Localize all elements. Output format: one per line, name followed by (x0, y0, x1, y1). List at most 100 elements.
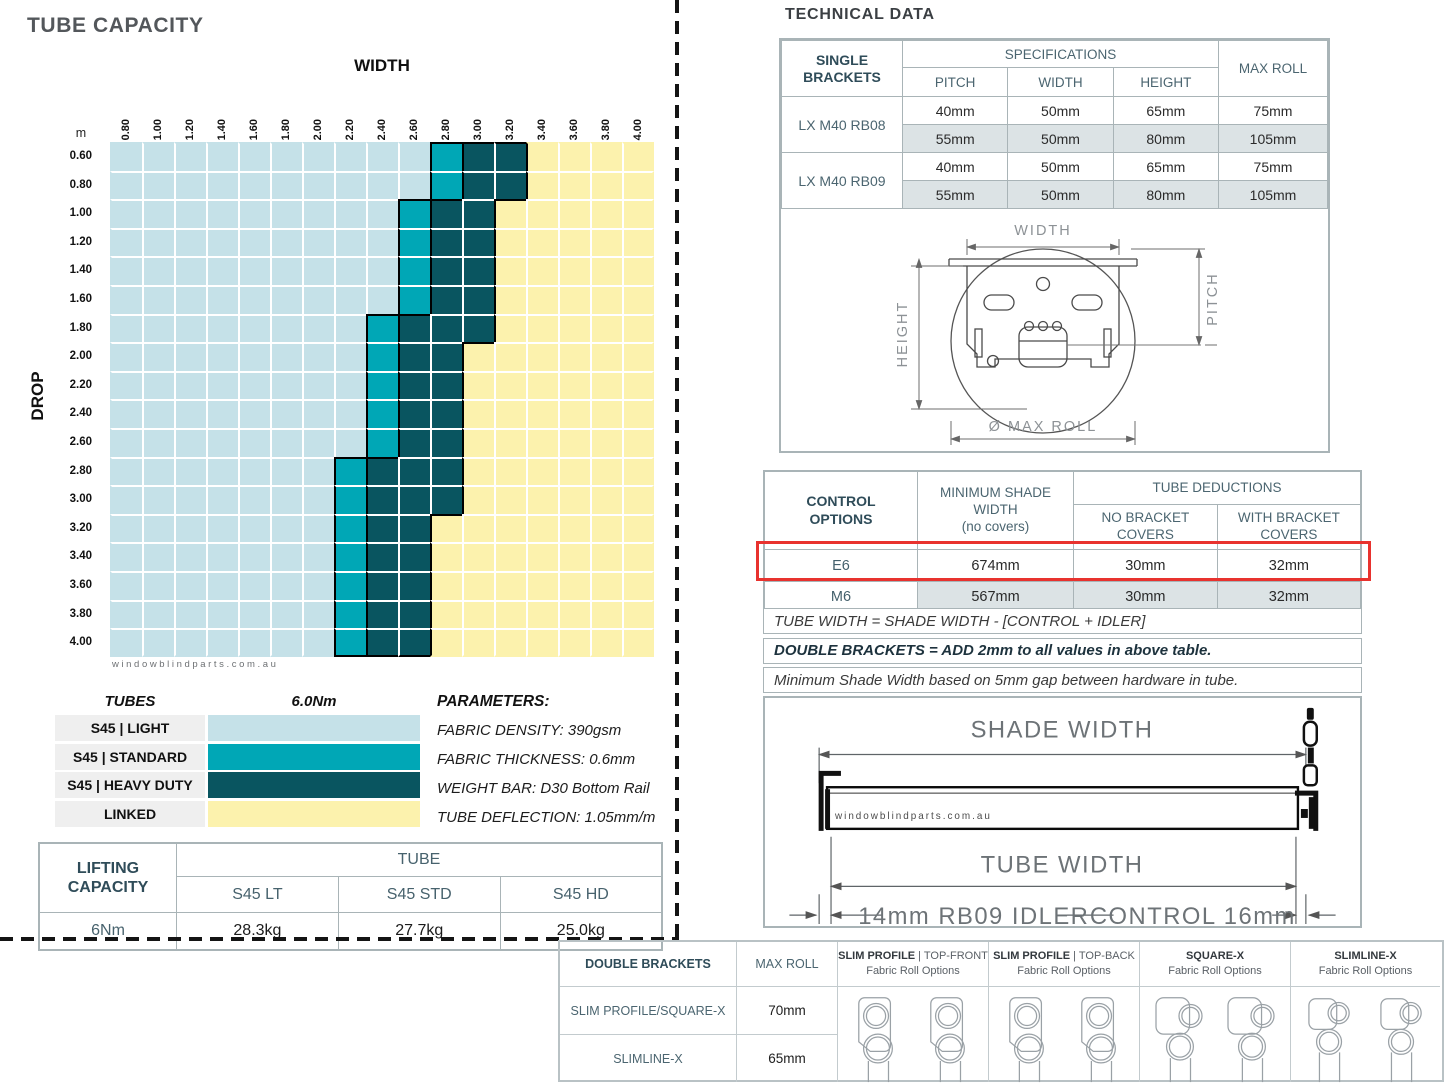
lifting-capacity-table: LIFTING CAPACITY TUBE S45 LT S45 STD S45 … (38, 842, 663, 951)
capacity-cell (558, 284, 590, 314)
capacity-cell (430, 599, 462, 629)
capacity-cell (590, 542, 622, 571)
capacity-cell (334, 456, 366, 486)
legend-item: S45 | HEAVY DUTY (55, 772, 420, 799)
capacity-cell (622, 628, 654, 657)
capacity-cell (302, 142, 334, 171)
double-brackets-header: DOUBLE BRACKETS (560, 942, 737, 987)
capacity-cell (334, 313, 366, 343)
capacity-cell (462, 342, 494, 371)
capacity-cell (110, 284, 142, 314)
capacity-cell (110, 542, 142, 571)
capacity-cell (398, 427, 430, 457)
capacity-cell (206, 485, 238, 514)
capacity-cell (558, 342, 590, 371)
control-value-cell: 567mm (917, 581, 1074, 613)
capacity-cell (174, 456, 206, 486)
y-tick-label: 1.00 (69, 207, 92, 220)
specifications-header: SPECIFICATIONS (902, 40, 1219, 68)
capacity-cell (494, 542, 526, 571)
lifting-capacity-header: LIFTING CAPACITY (38, 842, 177, 913)
control-option-label: M6 (763, 581, 918, 613)
capacity-cell (366, 456, 398, 486)
capacity-cell (430, 570, 462, 600)
capacity-cell (238, 628, 270, 657)
capacity-cell (494, 485, 526, 514)
capacity-cell (174, 342, 206, 371)
capacity-cell (622, 513, 654, 543)
capacity-cell (174, 142, 206, 171)
e6-row-highlight-box (756, 541, 1371, 581)
x-tick-label: 3.40 (536, 118, 548, 140)
capacity-cell (398, 342, 430, 371)
capacity-cell (334, 628, 366, 657)
capacity-cell (174, 513, 206, 543)
y-tick-label: 0.80 (69, 178, 92, 191)
capacity-cell (110, 256, 142, 285)
capacity-cell (398, 284, 430, 314)
capacity-cell (526, 170, 558, 200)
y-tick-label: 1.40 (69, 264, 92, 277)
capacity-cell (302, 370, 334, 400)
capacity-cell (526, 456, 558, 486)
capacity-cell (366, 227, 398, 257)
y-tick-label: 3.20 (69, 521, 92, 534)
shade-width-section: SHADE WIDTH windowblindparts.com.au (763, 696, 1362, 930)
capacity-cell (462, 313, 494, 343)
parameter-line: TUBE DEFLECTION: 1.05mm/m (437, 809, 656, 826)
capacity-cell (270, 542, 302, 571)
bracket-model-label: LX M40 RB09 (781, 152, 903, 209)
y-tick-label: 2.60 (69, 435, 92, 448)
capacity-cell (398, 456, 430, 486)
capacity-cell (238, 256, 270, 285)
lifting-value-s45-std: 27.7kg (337, 912, 501, 951)
capacity-cell (366, 399, 398, 428)
legend-rows: S45 | LIGHT S45 | STANDARD S45 | HEAVY DUT… (55, 715, 420, 829)
capacity-cell (302, 542, 334, 571)
capacity-cell (494, 628, 526, 657)
spec-value-cell: 65mm (1112, 152, 1220, 181)
capacity-cell (302, 456, 334, 486)
capacity-cell (590, 199, 622, 228)
capacity-cell (526, 142, 558, 171)
spec-value-cell: 40mm (901, 152, 1009, 181)
capacity-cell (270, 170, 302, 200)
diagram-height-label: HEIGHT (895, 301, 911, 368)
capacity-cell (558, 227, 590, 257)
bracket-profile-illustration (930, 996, 965, 1082)
capacity-cell (110, 427, 142, 457)
capacity-cell (622, 456, 654, 486)
capacity-cell (622, 485, 654, 514)
capacity-cell (238, 370, 270, 400)
parameter-line: FABRIC THICKNESS: 0.6mm (437, 751, 636, 768)
capacity-cell (622, 199, 654, 228)
x-tick-label: 1.40 (216, 118, 228, 140)
capacity-cell (334, 427, 366, 457)
capacity-cell (462, 142, 494, 171)
torque-row-label: 6Nm (38, 912, 177, 951)
capacity-cell (142, 599, 174, 629)
spec-value-cell: 105mm (1218, 180, 1328, 209)
capacity-cell (110, 456, 142, 486)
capacity-cell (142, 142, 174, 171)
x-tick-label: 2.60 (408, 118, 420, 140)
y-tick-label: 4.00 (69, 636, 92, 649)
x-tick-label: 2.40 (376, 118, 388, 140)
capacity-cell (526, 284, 558, 314)
col-header-s45-lt: S45 LT (176, 876, 339, 913)
chart-x-ticks: 0.80 1.00 1.20 1.40 1.60 1.80 2.00 2.20 2.40 2.60… (110, 88, 654, 140)
double-bracket-row-label: SLIMLINE-X (560, 1035, 737, 1082)
bracket-profile-illustration (1155, 996, 1203, 1082)
bracket-model-label: LX M40 RB08 (781, 96, 903, 153)
pitch-col-header: PITCH (901, 67, 1009, 97)
capacity-cell (430, 342, 462, 371)
capacity-cell (302, 485, 334, 514)
capacity-cell (206, 256, 238, 285)
capacity-cell (462, 456, 494, 486)
capacity-cell (270, 570, 302, 600)
capacity-cell (590, 256, 622, 285)
y-tick-label: 2.00 (69, 350, 92, 363)
capacity-cell (142, 456, 174, 486)
capacity-cell (238, 456, 270, 486)
